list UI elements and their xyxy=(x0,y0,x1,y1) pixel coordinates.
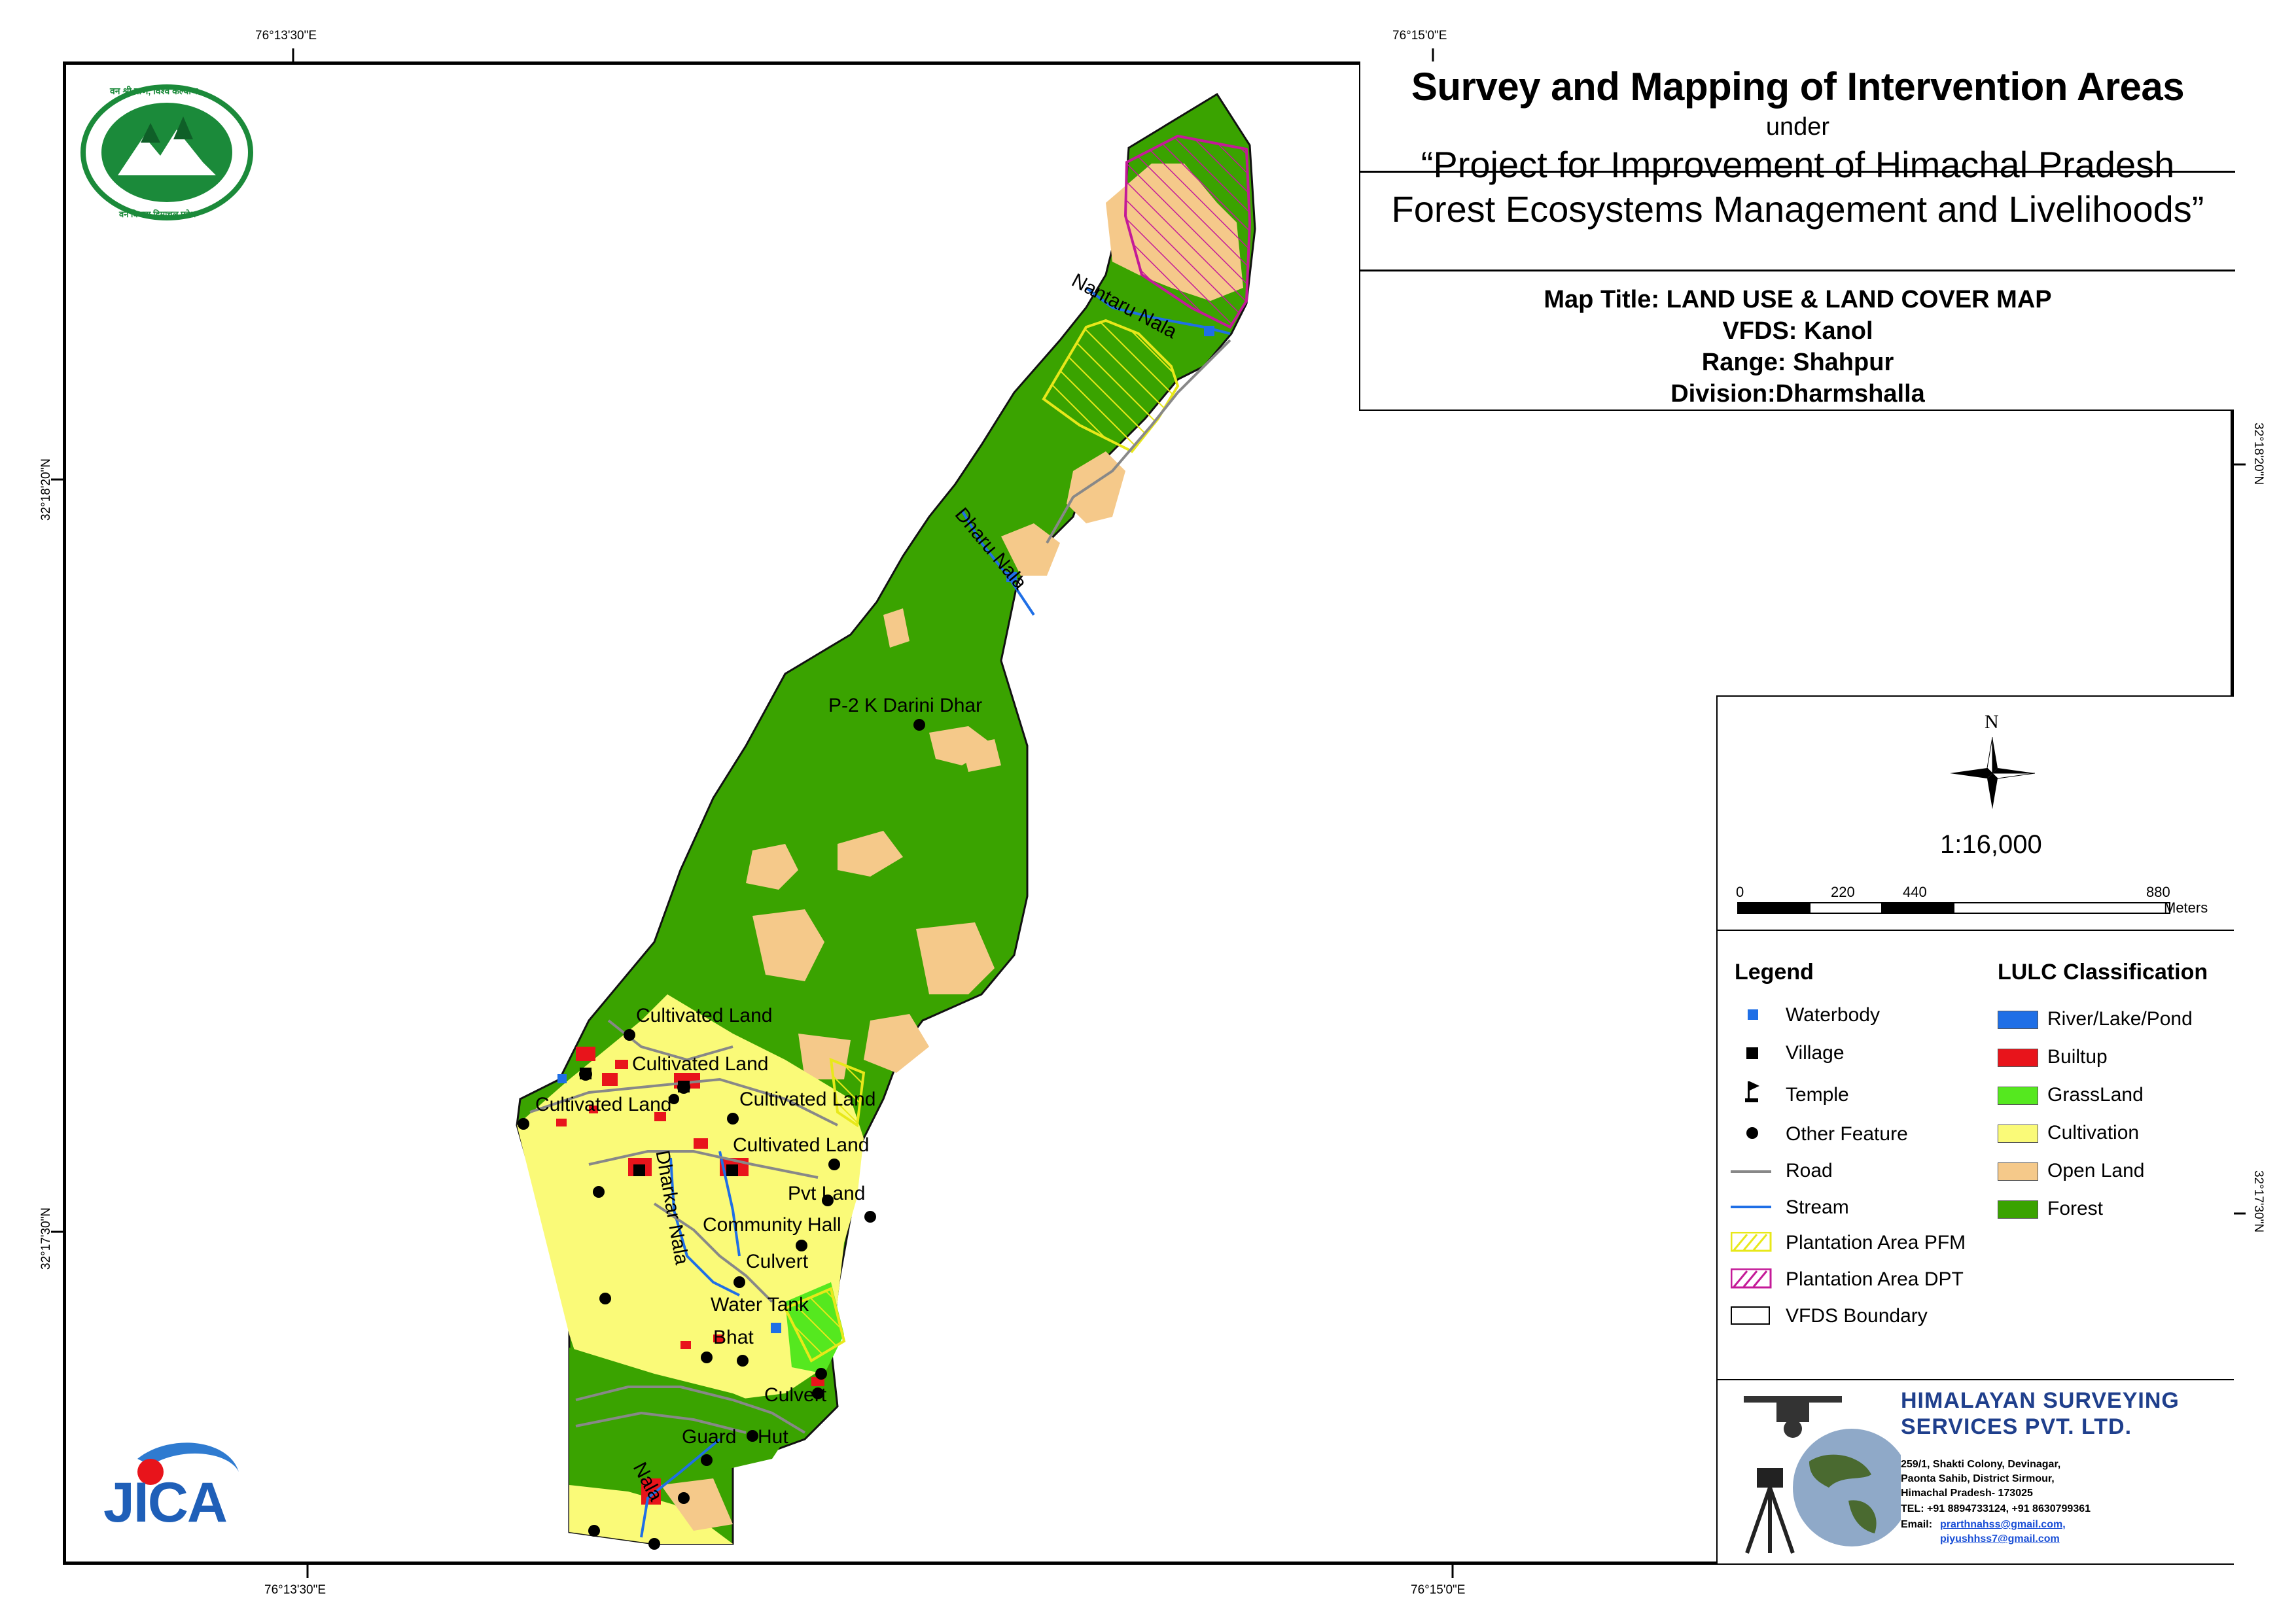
swatch-open-land xyxy=(1998,1162,2038,1181)
swatch-forest xyxy=(1998,1200,2038,1219)
label-culvert-2: Culvert xyxy=(764,1384,827,1406)
label-cultivated-1: Cultivated Land xyxy=(636,1005,773,1026)
coord-bottom-1: 76°13'30"E xyxy=(264,1583,327,1597)
legend-vfds-boundary: VFDS Boundary xyxy=(1786,1305,1928,1327)
plantation-dpt-swatch-icon xyxy=(1731,1268,1772,1289)
lulc-grassland: GrassLand xyxy=(2047,1084,2144,1106)
scale-tick-440: 440 xyxy=(1903,884,1927,900)
company-email-label: Email: xyxy=(1901,1519,1933,1530)
north-letter: N xyxy=(1985,711,1999,733)
scale-tick-880: 880 xyxy=(2146,884,2170,900)
swatch-river xyxy=(1998,1011,2038,1029)
legend-temple: Temple xyxy=(1786,1084,1849,1106)
legend-panel: Legend LULC Classification Waterbody Vil… xyxy=(1716,931,2234,1380)
label-cultivated-3: Cultivated Land xyxy=(739,1089,876,1110)
road-line-icon xyxy=(1731,1170,1771,1173)
map-title: Map Title: LAND USE & LAND COVER MAP xyxy=(1544,286,2052,313)
legend-stream: Stream xyxy=(1786,1196,1849,1218)
forest-logo-dept: वन विभाग हिमाचल प्रदेश xyxy=(119,209,196,219)
lulc-builtup: Builtup xyxy=(2047,1046,2108,1068)
company-email-2[interactable]: piyushhss7@gmail.com xyxy=(1940,1533,2060,1544)
lulc-cultivation: Cultivation xyxy=(2047,1122,2140,1143)
division-name: Division:Dharmshalla xyxy=(1670,380,1925,408)
label-darini-dhar: P-2 K Darini Dhar xyxy=(828,695,983,716)
village-icon xyxy=(1746,1047,1758,1059)
legend-heading: Legend xyxy=(1735,960,1814,985)
label-community-hall: Community Hall xyxy=(703,1214,841,1236)
north-scale-panel: N 1:16,000 0 220 440 880 Meters xyxy=(1716,695,2234,931)
coord-top-1: 76°13'30"E xyxy=(255,29,317,43)
vfds-boundary-swatch-icon xyxy=(1731,1306,1770,1325)
project-line-1: “Project for Improvement of Himachal Pra… xyxy=(1421,144,2175,185)
company-tel: TEL: +91 8894733124, +91 8630799361 xyxy=(1901,1503,2091,1514)
scale-tick-220: 220 xyxy=(1831,884,1855,900)
surveying-drone-globe-icon xyxy=(1744,1396,1901,1554)
scale-tick-0: 0 xyxy=(1736,884,1744,900)
swatch-builtup xyxy=(1998,1049,2038,1067)
map-info: Map Title: LAND USE & LAND COVER MAP VFD… xyxy=(1360,284,2235,410)
scale-ratio: 1:16,000 xyxy=(1940,830,2042,859)
plantation-pfm-swatch-icon xyxy=(1731,1232,1772,1252)
label-water-tank: Water Tank xyxy=(711,1294,809,1316)
north-arrow-icon xyxy=(1950,737,2035,809)
other-feature-icon xyxy=(1746,1127,1758,1139)
coord-bottom-2: 76°15'0"E xyxy=(1411,1583,1466,1597)
lulc-heading: LULC Classification xyxy=(1998,960,2208,985)
company-name-2: SERVICES PVT. LTD. xyxy=(1901,1414,2132,1439)
jica-logo: JICA xyxy=(98,1433,249,1537)
title-divider xyxy=(1360,270,2235,271)
company-addr-3: Himachal Pradesh- 173025 xyxy=(1901,1488,2033,1499)
lulc-river: River/Lake/Pond xyxy=(2047,1008,2193,1030)
label-bhat: Bhat xyxy=(713,1327,754,1348)
waterbody-icon xyxy=(1748,1009,1758,1020)
jica-swoosh-icon xyxy=(137,1442,239,1485)
label-guard: Guard xyxy=(682,1426,737,1448)
lulc-forest: Forest xyxy=(2047,1198,2104,1219)
label-cultivated-4: Cultivated Land xyxy=(535,1094,672,1115)
main-title: Survey and Mapping of Intervention Areas xyxy=(1411,65,2185,109)
company-addr-2: Paonta Sahib, District Sirmour, xyxy=(1901,1473,2055,1484)
forest-dept-logo: वन श्री त्राण, विश्व कल्याण वन विभाग हिम… xyxy=(79,84,255,221)
range-name: Range: Shahpur xyxy=(1701,349,1894,376)
forest-dept-seal-icon xyxy=(80,84,253,220)
swatch-cultivation xyxy=(1998,1125,2038,1143)
stream-line-icon xyxy=(1731,1206,1771,1208)
legend-plantation-pfm: Plantation Area PFM xyxy=(1786,1232,1966,1253)
legend-road: Road xyxy=(1786,1160,1833,1181)
scale-bar xyxy=(1737,902,2170,914)
company-panel: HIMALAYAN SURVEYING SERVICES PVT. LTD. 2… xyxy=(1716,1380,2234,1565)
title-header: Survey and Mapping of Intervention Areas… xyxy=(1360,61,2235,230)
vfds-name: VFDS: Kanol xyxy=(1722,317,1873,345)
forest-logo-motto: वन श्री त्राण, विश्व कल्याण xyxy=(110,86,198,96)
label-cultivated-5: Cultivated Land xyxy=(733,1134,870,1156)
legend-waterbody: Waterbody xyxy=(1786,1004,1880,1026)
scale-unit: Meters xyxy=(2164,899,2208,916)
company-name-1: HIMALAYAN SURVEYING xyxy=(1901,1388,2180,1413)
title-panel: Survey and Mapping of Intervention Areas… xyxy=(1359,61,2235,411)
jica-text: JICA xyxy=(103,1471,228,1534)
coord-top-2: 76°15'0"E xyxy=(1392,29,1447,43)
legend-plantation-dpt: Plantation Area DPT xyxy=(1786,1268,1964,1290)
legend-other-feature: Other Feature xyxy=(1786,1123,1908,1145)
company-email-1[interactable]: prarthnahss@gmail.com, xyxy=(1940,1519,2066,1530)
title-under: under xyxy=(1765,113,1830,141)
label-culvert-1: Culvert xyxy=(746,1251,809,1272)
label-cultivated-2: Cultivated Land xyxy=(632,1053,769,1075)
lulc-open-land: Open Land xyxy=(2047,1160,2145,1181)
legend-village: Village xyxy=(1786,1042,1845,1064)
company-addr-1: 259/1, Shakti Colony, Devinagar, xyxy=(1901,1459,2061,1470)
temple-flag-icon xyxy=(1745,1081,1759,1102)
swatch-grassland xyxy=(1998,1087,2038,1105)
label-hut: Hut xyxy=(758,1426,788,1448)
project-line-2: Forest Ecosystems Management and Livelih… xyxy=(1391,188,2204,230)
label-pvt-land: Pvt Land xyxy=(788,1183,866,1204)
